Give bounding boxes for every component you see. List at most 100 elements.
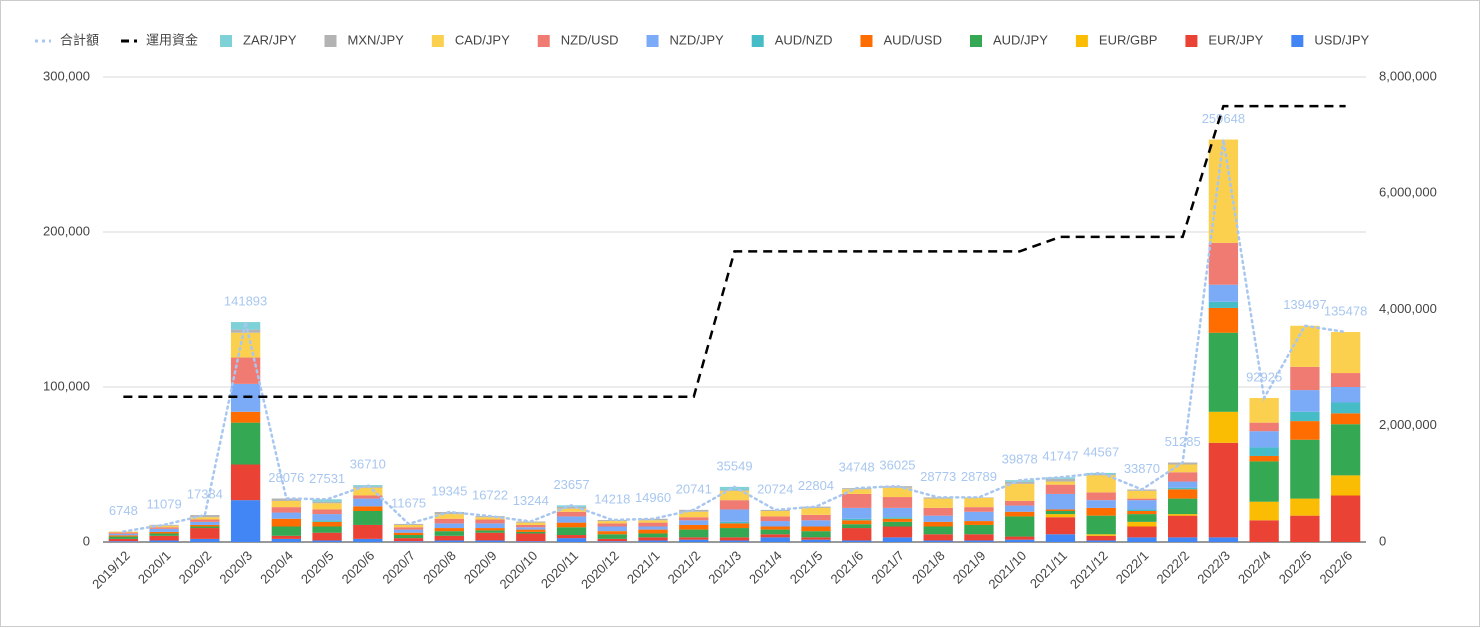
bar-segment <box>1208 442 1239 538</box>
legend-label: MXN/JPY <box>348 32 405 47</box>
bar-segment <box>638 526 668 530</box>
legend-label: EUR/GBP <box>1099 32 1158 47</box>
bar-segment <box>842 520 872 525</box>
y2-tick-label: 0 <box>1379 533 1386 548</box>
bar-segment <box>1330 373 1361 387</box>
bar-segment <box>679 511 709 518</box>
bar-segment <box>1127 526 1157 538</box>
legend-label: AUD/NZD <box>775 32 833 47</box>
bar-segment <box>679 517 709 521</box>
bar-segment <box>801 506 831 508</box>
bar-segment <box>1167 487 1198 490</box>
bar-segment <box>1290 325 1320 367</box>
bar-segment <box>108 541 139 542</box>
legend-swatch <box>1185 35 1198 47</box>
bar-segment <box>1045 517 1076 535</box>
data-label: 33870 <box>1124 461 1160 476</box>
bar-segment <box>190 519 220 522</box>
bar-segment <box>1249 397 1279 423</box>
bar-segment <box>1086 540 1116 542</box>
bar-segment <box>353 524 383 539</box>
legend-label: ZAR/JPY <box>243 32 297 47</box>
bar-segment <box>842 507 872 519</box>
legend-swatch <box>431 35 444 47</box>
bar-segment <box>312 499 342 502</box>
y2-tick-label: 6,000,000 <box>1379 185 1437 200</box>
bar-segment <box>964 511 994 522</box>
bar-segment <box>475 532 505 541</box>
bar-segment <box>1086 500 1116 508</box>
data-label: 22804 <box>798 478 834 493</box>
bar-segment <box>271 507 302 513</box>
bar-segment <box>1127 498 1157 501</box>
bar-segment <box>1127 509 1157 511</box>
bar-segment <box>923 515 953 522</box>
bar-segment <box>475 530 505 533</box>
y2-tick-label: 8,000,000 <box>1379 68 1437 83</box>
bar-segment <box>434 535 464 541</box>
bar-segment <box>556 508 587 512</box>
bar-segment <box>190 517 220 520</box>
bar-segment <box>801 537 831 540</box>
bar-segment <box>1127 511 1157 515</box>
bar-segment <box>1290 411 1320 422</box>
bar-segment <box>1005 481 1035 484</box>
bar-segment <box>475 540 505 542</box>
bar-segment <box>516 531 546 534</box>
bar-segment <box>923 498 953 508</box>
bar-segment <box>760 526 790 530</box>
bar-segment <box>1208 411 1239 443</box>
bar-segment <box>597 531 627 535</box>
bar-segment <box>1330 402 1361 414</box>
legend-label: AUD/JPY <box>993 32 1048 47</box>
y2-tick-label: 2,000,000 <box>1379 417 1437 432</box>
bar-segment <box>353 506 383 511</box>
bar-segment <box>760 529 790 535</box>
bar-segment <box>1086 492 1116 501</box>
data-label: 19345 <box>431 483 467 498</box>
bar-segment <box>393 541 424 542</box>
bar-segment <box>882 518 913 522</box>
bar-segment <box>638 533 668 538</box>
bar-segment <box>1249 520 1279 542</box>
bar-segment <box>597 534 627 539</box>
data-label: 135478 <box>1324 303 1367 318</box>
bar-segment <box>882 526 913 538</box>
bar-segment <box>230 500 261 542</box>
legend-label: AUD/USD <box>883 32 942 47</box>
bar-segment <box>719 490 750 501</box>
legend-label: NZD/USD <box>561 32 619 47</box>
legend-swatch <box>860 35 873 47</box>
bar-segment <box>434 540 464 542</box>
data-label: 39878 <box>1002 452 1038 467</box>
bar-segment <box>679 537 709 540</box>
bar-segment <box>760 537 790 542</box>
bar-segment <box>230 329 261 333</box>
data-label: 36710 <box>350 457 386 472</box>
legend-label: 合計額 <box>60 32 99 47</box>
bar-segment <box>353 511 383 525</box>
bar-segment <box>1127 521 1157 527</box>
bar-segment <box>149 528 179 532</box>
data-label: 259648 <box>1202 111 1245 126</box>
bar-segment <box>1290 366 1320 391</box>
bar-segment <box>393 524 424 528</box>
bar-segment <box>882 521 913 527</box>
bar-segment <box>719 500 750 510</box>
bar-segment <box>801 526 831 532</box>
bar-segment <box>1249 501 1279 521</box>
bar-segment <box>923 521 953 527</box>
bar-segment <box>149 533 179 536</box>
bar-segment <box>597 541 627 542</box>
bar-segment <box>1045 514 1076 518</box>
bar-segment <box>882 517 913 519</box>
bar-segment <box>1005 511 1035 517</box>
bar-segment <box>1045 534 1076 542</box>
bar-segment <box>882 487 913 498</box>
bar-segment <box>1005 505 1035 512</box>
bar-segment <box>271 535 302 539</box>
data-label: 16722 <box>472 488 508 503</box>
bar-segment <box>190 515 220 518</box>
bar-segment <box>190 524 220 527</box>
bar-segment <box>1290 439 1320 499</box>
